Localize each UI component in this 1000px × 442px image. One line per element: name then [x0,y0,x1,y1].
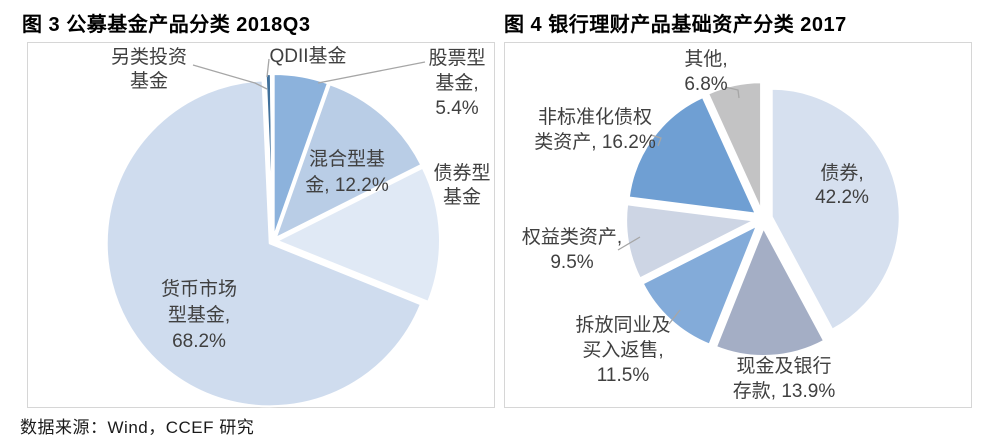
leader-line-equity-assets [617,236,641,251]
slice-label-bond-fund: 债券型基金 [433,162,490,208]
pie-slice-alternative-fund [269,72,274,238]
slice-label-interbank-lending-repo: 拆放同业及买入返售, 11.5% [575,314,670,386]
leader-line-alternative-fund [192,64,268,90]
slice-label-hybrid-fund: 混合型基金, 12.2% [305,148,389,196]
figure4-title: 图 4 银行理财产品基础资产分类 2017 [504,14,847,36]
pie-slice-cash-bank-deposits [715,226,826,357]
figure3-panel: 股票型基金, 5.4% 混合型基金, 12.2% 债券型基金货币市场型基金, 68.2%… [27,42,495,408]
slice-label-cash-bank-deposits: 现金及银行存款, 13.9% [733,355,836,402]
figure3-title: 图 3 公募基金产品分类 2018Q3 [22,14,311,36]
figure4-pie-chart: 债券, 42.2% 现金及银行存款, 13.9% 拆放同业及买入返售, 11.5% 权益类… [522,48,901,402]
figure4-pie-chart-panel: 债券, 42.2% 现金及银行存款, 13.9% 拆放同业及买入返售, 11.5% 权益类… [504,42,972,408]
leader-line-other [724,86,740,99]
slice-label-other: 其他, 6.8% [684,48,727,95]
leader-line-stock-fund [317,61,426,84]
pie-slice-non-standard-debt [627,96,757,215]
pie-slice-bond-fund [276,166,441,303]
slice-label-alternative-fund: 另类投资基金 [111,46,187,92]
pie-slice-equity-assets [625,203,756,280]
slice-label-stock-fund: 股票型基金, 5.4% [428,47,485,119]
slice-label-money-market-fund: 货币市场型基金, 68.2% [161,278,237,352]
pie-slice-bonds [770,87,901,331]
leader-line-interbank-lending-repo [668,309,681,325]
pie-slice-money-market-fund [105,79,422,408]
slice-label-equity-assets: 权益类资产, 9.5% [522,226,622,273]
leader-line-non-standard-debt [650,134,662,147]
pie-slice-hybrid-fund [274,83,423,239]
slice-label-non-standard-debt: 非标准化债权类资产, 16.2% [534,106,656,153]
slice-label-qdii-fund: QDII基金 [269,45,346,67]
slice-label-bonds: 债券, 42.2% [815,162,869,208]
data-source-note: 数据来源：Wind，CCEF 研究 [20,418,255,437]
pie-slice-interbank-lending-repo [641,224,758,346]
pie-slice-other [707,81,763,212]
leader-line-qdii-fund [266,58,270,78]
